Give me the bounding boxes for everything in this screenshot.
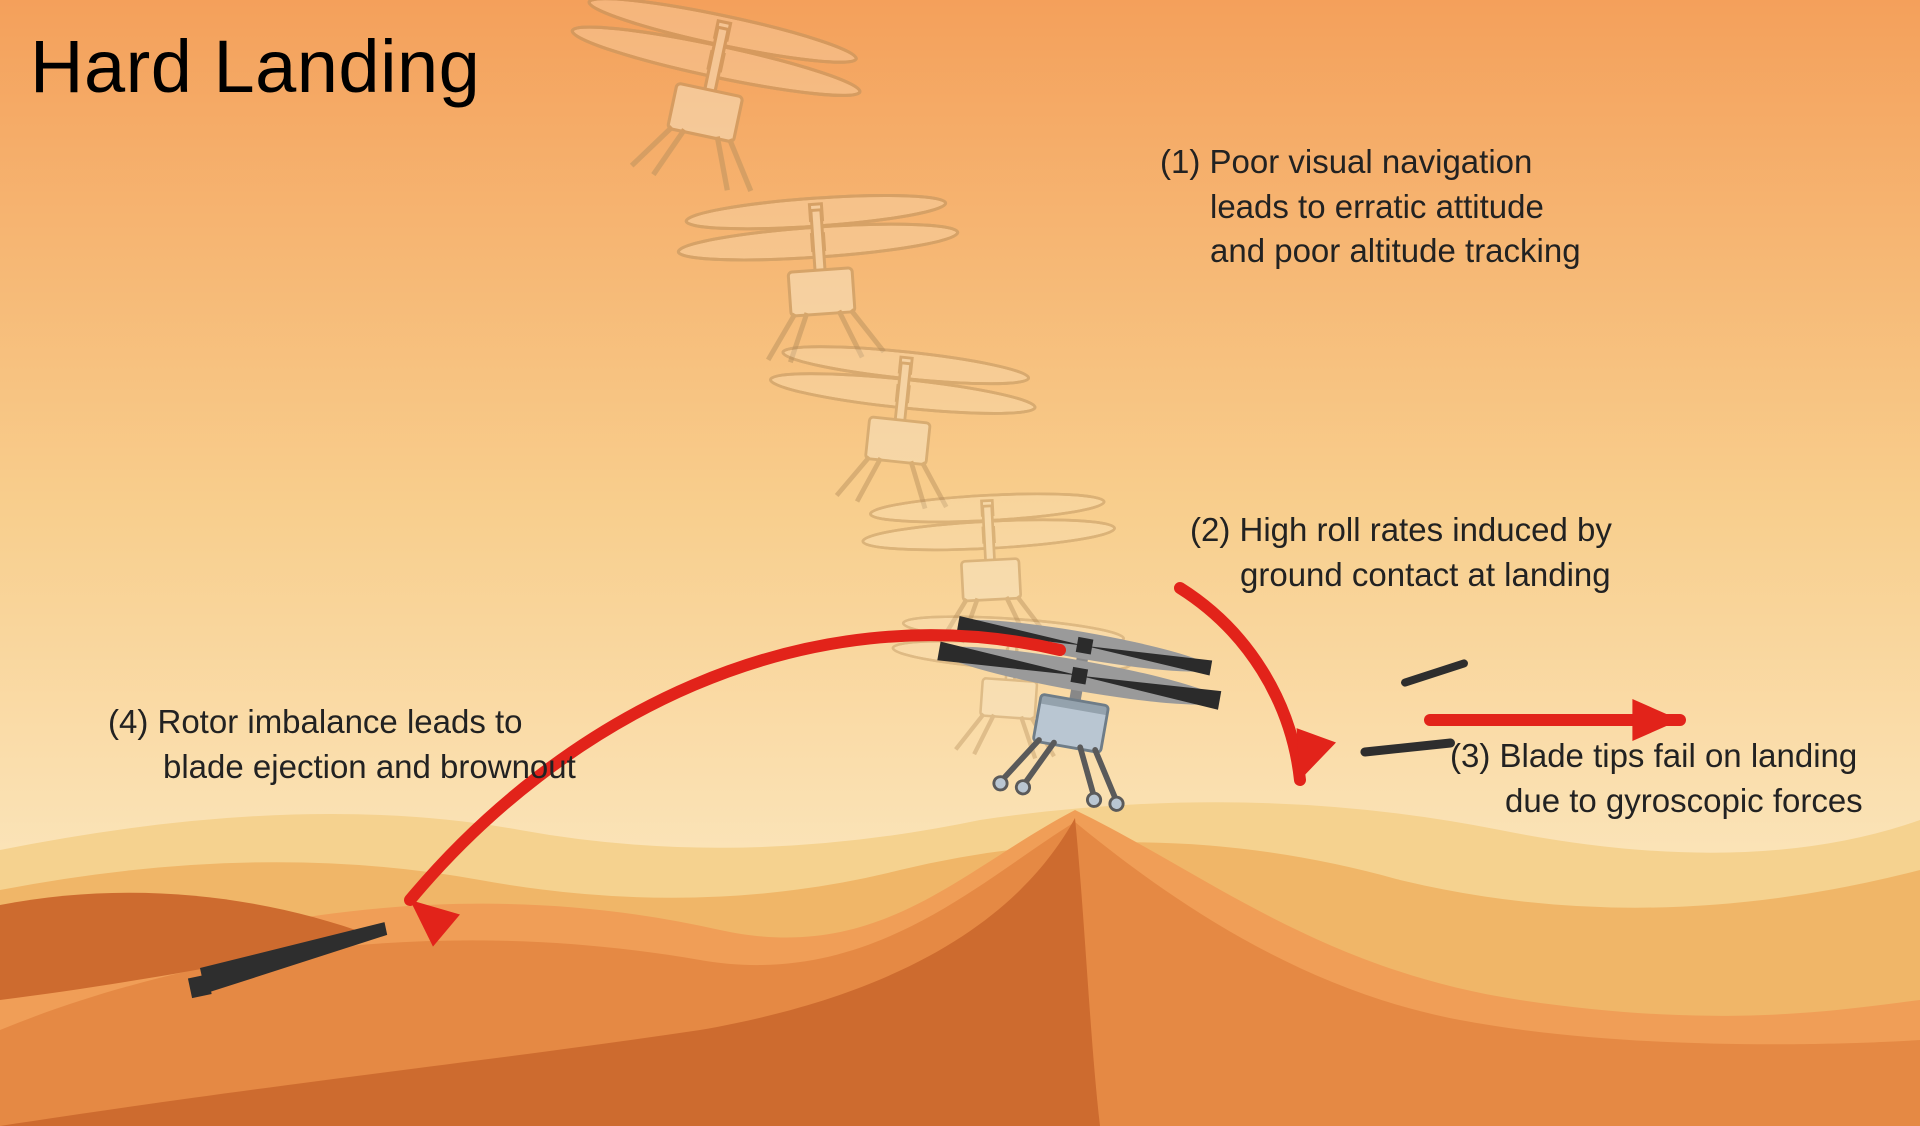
annotation-2: (2) High roll rates induced byground con… — [1190, 508, 1612, 597]
diagram-stage: Hard Landing (1) Poor visual navigationl… — [0, 0, 1920, 1126]
annotation-3: (3) Blade tips fail on landingdue to gyr… — [1450, 734, 1863, 823]
annotation-1: (1) Poor visual navigationleads to errat… — [1160, 140, 1581, 274]
scene-svg — [0, 0, 1920, 1126]
diagram-title: Hard Landing — [30, 24, 480, 109]
annotation-4: (4) Rotor imbalance leads toblade ejecti… — [108, 700, 576, 789]
